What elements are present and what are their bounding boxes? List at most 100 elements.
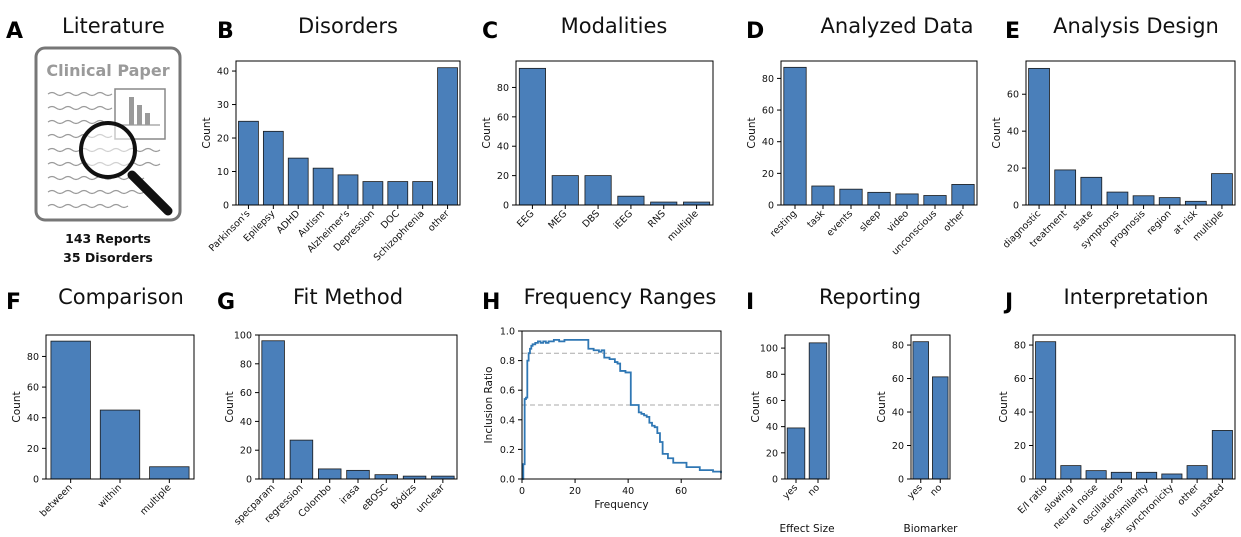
bar [786,427,806,480]
panel-title: Disorders [298,14,398,38]
x-tick-label: within [96,482,124,510]
x-tick-label: 40 [622,486,634,497]
x-tick-label: sleep [857,208,883,234]
bar [867,191,891,206]
panel-letter: G [217,290,235,315]
y-tick-label: 100 [760,344,778,355]
y-tick-label: 40 [27,413,39,424]
y-axis-label: Count [746,117,758,148]
x-tick-label: video [885,208,911,234]
bar [99,409,141,480]
bar [1035,341,1057,480]
y-tick-label: 100 [234,331,252,342]
panel-title: Analysis Design [1053,14,1219,38]
paper-label: Clinical Paper [46,61,169,80]
x-tick-label: task [805,208,827,230]
panel-letter: B [217,19,234,44]
y-tick-label: 60 [892,374,904,385]
y-tick-label: 60 [1014,374,1026,385]
bar [374,474,399,480]
y-tick-label: 40 [1014,408,1026,419]
x-tick-label: RNS [646,208,668,230]
bar [1158,197,1181,206]
x-tick-label: other [941,208,967,234]
panel-title: Frequency Ranges [524,285,717,309]
y-tick-label: 40 [766,422,778,433]
x-tick-label: multiple [138,482,173,517]
chart-panel: F Comparison 0 20 40 60 80 Count between within mu… [6,285,195,519]
y-tick-label: 80 [497,83,509,94]
y-tick-label: 20 [1014,441,1026,452]
y-tick-label: 0 [768,201,774,212]
charts: B Disorders010203040CountParkinson'sEpile… [6,14,1236,535]
y-tick-label: 80 [240,359,252,370]
bar [912,341,929,480]
y-tick-label: 40 [892,408,904,419]
y-tick-label: 80 [766,370,778,381]
bar [1184,200,1207,206]
x-axis-label: Frequency [594,499,648,511]
y-tick-label: 0 [223,201,229,212]
panel-letter: I [746,290,754,315]
y-axis-label: Count [876,391,888,422]
bar [149,466,190,480]
x-tick-label: between [38,482,75,519]
y-tick-label: 0 [772,475,778,486]
y-tick-label: 0 [1020,475,1026,486]
x-tick-label: DBS [580,208,602,230]
y-tick-label: 40 [1007,127,1019,138]
y-tick-label: 20 [762,169,774,180]
chart-panel: D Analyzed Data 0 20 40 60 80 Count resting taske… [746,14,978,258]
bar [839,188,863,206]
bar [1211,173,1233,206]
bar [317,468,342,480]
y-tick-label: 0.8 [500,356,515,367]
x-tick-label: 20 [569,486,581,497]
y-tick-label: 60 [766,396,778,407]
y-tick-label: 40 [497,142,509,153]
y-axis-label: Count [481,117,493,148]
chart-panel: E Analysis Design0204060Countdiagnostictr… [991,14,1236,251]
y-tick-label: 20 [217,134,229,145]
bar [895,193,919,206]
panel-letter: F [6,290,21,315]
y-tick-label: 20 [240,446,252,457]
bar [1080,176,1103,206]
x-tick-label: other [426,208,452,234]
disorders-count: 35 Disorders [63,250,153,265]
x-tick-label: no [928,482,944,498]
y-axis-label: Count [201,117,213,148]
x-tick-label: region [1145,208,1174,237]
bar [337,174,359,206]
x-tick-label: unclear [414,482,447,515]
chart-panel: C Modalities 0 20 40 60 80 Count EEG MEG DBS iEEG RN… [481,14,714,244]
y-tick-label: 60 [497,112,509,123]
bar [1085,470,1107,480]
panel-letter: J [1003,290,1013,315]
y-tick-label: 80 [762,74,774,85]
bar [518,67,546,206]
paper-icon: Clinical Paper [34,46,182,222]
y-tick-label: 20 [1007,164,1019,175]
bar [362,181,384,206]
y-axis-label: Count [991,117,1003,148]
y-tick-label: 60 [762,106,774,117]
bar [412,181,434,206]
y-tick-label: 60 [27,383,39,394]
bar [617,195,645,206]
bar [262,130,284,206]
chart-panel: H Frequency Ranges 0.0 0.2 0.4 0.6 0.8 1.0 Inclu… [482,285,722,511]
panel-title: Fit Method [293,285,403,309]
bar [1186,465,1208,480]
bar [923,195,947,206]
plot-frame [235,60,461,206]
literature-panel: A Literature Clinical Paper 143 Reports … [6,14,182,265]
x-tick-label: MEG [546,208,569,231]
y-tick-label: 20 [892,441,904,452]
bar [287,157,309,206]
panel-title: Modalities [561,14,668,38]
plot-frame [258,334,458,480]
bar [1136,471,1158,480]
